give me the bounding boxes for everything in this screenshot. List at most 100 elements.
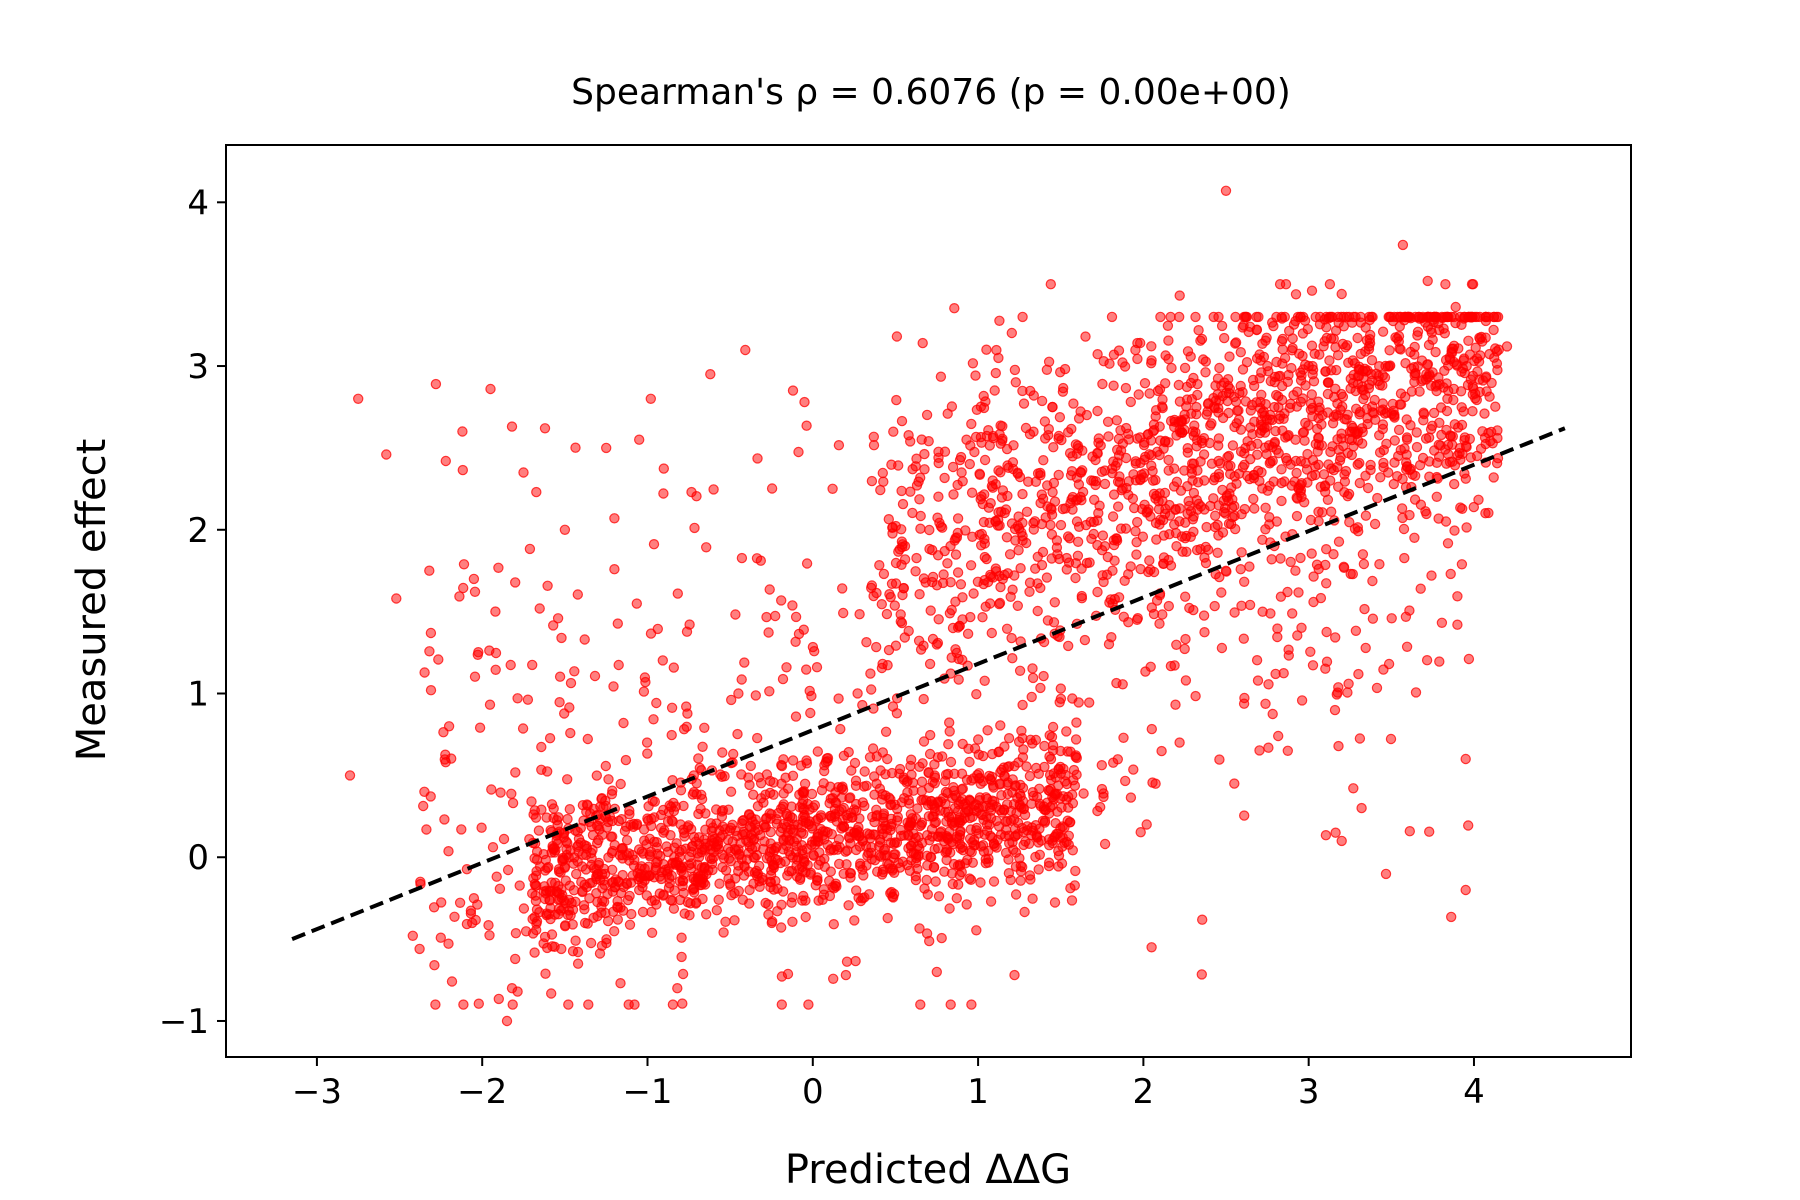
data-point (956, 467, 967, 478)
data-point (613, 659, 624, 671)
data-point (637, 906, 649, 918)
data-point (855, 858, 866, 869)
data-point (1297, 427, 1309, 438)
data-point (1479, 408, 1490, 419)
data-point (804, 816, 815, 827)
data-point (961, 899, 972, 910)
data-point (642, 748, 653, 759)
data-point (1111, 677, 1122, 689)
data-point (1099, 838, 1111, 850)
data-point (888, 426, 899, 437)
data-point (474, 722, 486, 733)
data-point (1251, 353, 1263, 364)
data-point (1103, 431, 1114, 442)
data-point (1366, 369, 1377, 380)
data-point (1071, 717, 1082, 728)
data-point (1133, 389, 1144, 400)
data-point (1439, 365, 1450, 376)
data-point (864, 752, 876, 763)
data-point (645, 628, 657, 639)
data-point (607, 785, 618, 796)
data-point (1375, 472, 1386, 483)
data-point (918, 794, 929, 805)
data-point (877, 823, 888, 835)
data-point (993, 746, 1004, 758)
data-point (639, 672, 651, 683)
data-point (1268, 320, 1279, 332)
data-point (736, 552, 748, 564)
data-point (573, 833, 585, 845)
data-point (825, 866, 837, 877)
data-point (969, 743, 981, 754)
data-point (781, 662, 792, 673)
data-point (1401, 432, 1413, 443)
data-point (830, 797, 841, 808)
data-point (634, 434, 645, 445)
data-point (1349, 358, 1361, 369)
data-point (813, 859, 824, 871)
data-point (1111, 415, 1123, 426)
data-point (691, 897, 702, 908)
data-point (1108, 489, 1120, 500)
data-point (826, 829, 838, 840)
data-point (1068, 764, 1080, 776)
data-point (1209, 600, 1220, 612)
data-point (1235, 564, 1246, 575)
data-point (1179, 591, 1191, 602)
data-point (641, 890, 653, 901)
data-point (1010, 830, 1021, 842)
data-point (1283, 644, 1294, 655)
data-point (1045, 774, 1057, 786)
data-point (1367, 613, 1379, 624)
data-point (1163, 600, 1175, 612)
y-tick-label: −1 (159, 1002, 209, 1042)
plot-frame (225, 144, 1632, 1058)
data-point (1037, 493, 1049, 504)
data-point (1241, 357, 1253, 368)
data-point (953, 879, 964, 890)
data-point (1009, 523, 1021, 535)
data-point (512, 693, 523, 704)
data-point (1306, 285, 1318, 296)
data-point (1399, 552, 1410, 564)
data-point (552, 613, 564, 624)
data-point (1080, 331, 1091, 342)
data-point (1300, 380, 1311, 391)
data-point (1209, 521, 1221, 533)
data-point (924, 524, 935, 536)
data-point (1305, 646, 1316, 658)
data-point (1276, 464, 1287, 475)
data-point (646, 813, 657, 825)
data-point (799, 396, 810, 408)
data-point (1401, 449, 1412, 460)
y-tick-label: 1 (187, 675, 209, 715)
data-point (1041, 572, 1053, 583)
data-point (1297, 393, 1309, 404)
data-point (1218, 507, 1230, 518)
data-point (1296, 622, 1307, 634)
data-point (1254, 373, 1265, 384)
data-point (1260, 502, 1271, 513)
data-point (1193, 325, 1204, 336)
data-point (788, 827, 799, 838)
data-point (853, 892, 864, 904)
data-point (1120, 452, 1132, 464)
data-point (1175, 415, 1187, 426)
data-point (424, 565, 435, 576)
data-point (859, 766, 870, 777)
data-point (717, 747, 728, 758)
data-point (1009, 969, 1020, 981)
data-point (828, 973, 839, 985)
data-point (1308, 376, 1320, 387)
data-point (1073, 443, 1084, 454)
data-point (887, 522, 898, 533)
data-point (761, 853, 773, 864)
data-point (501, 1015, 513, 1027)
data-point (1055, 519, 1067, 531)
data-point (1009, 364, 1021, 376)
data-point (1092, 586, 1103, 598)
data-point (987, 780, 999, 791)
data-point (1045, 519, 1056, 531)
data-point (1272, 730, 1284, 742)
data-point (1039, 761, 1050, 773)
